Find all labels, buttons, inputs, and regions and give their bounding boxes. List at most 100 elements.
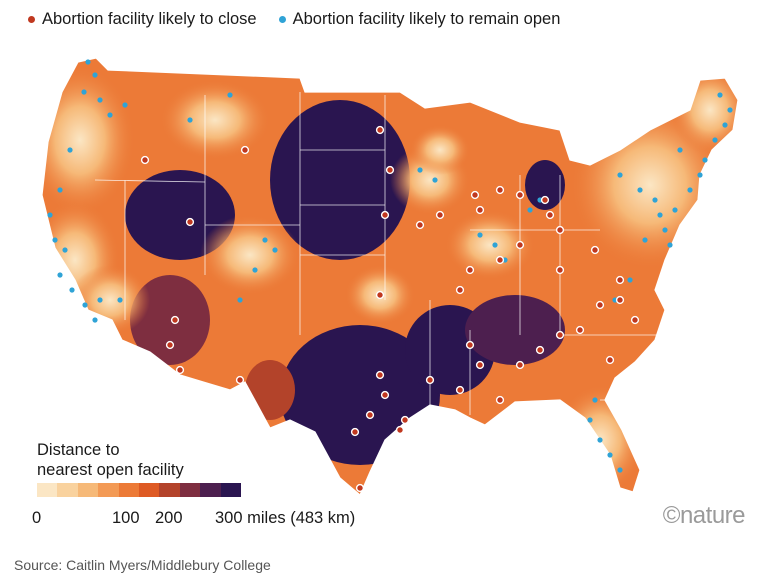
close-facility-marker [415, 220, 425, 230]
close-facility-marker [495, 185, 505, 195]
open-facility-marker [592, 397, 598, 403]
close-facility-marker [140, 155, 150, 165]
open-facility-marker [652, 197, 658, 203]
open-facility-marker [662, 227, 668, 233]
open-facility-marker [527, 207, 533, 213]
close-facility-marker [375, 125, 385, 135]
open-facility-marker [432, 177, 438, 183]
open-facility-marker [667, 242, 673, 248]
open-facility-marker [627, 277, 633, 283]
open-facility-marker [82, 302, 88, 308]
open-facility-marker [672, 207, 678, 213]
close-facility-marker [380, 390, 390, 400]
close-facility-marker [535, 345, 545, 355]
close-facility-marker [385, 165, 395, 175]
close-facility-marker [555, 265, 565, 275]
close-facility-marker [400, 415, 410, 425]
close-facility-marker [495, 255, 505, 265]
open-facility-marker [492, 242, 498, 248]
close-facility-marker [240, 145, 250, 155]
scale-title-line1: Distance to [37, 441, 120, 459]
open-facility-marker [47, 212, 53, 218]
close-facility-marker [515, 190, 525, 200]
scale-tick-0: 0 [32, 509, 42, 527]
nature-logo: ©nature [662, 502, 746, 529]
close-facility-marker [185, 217, 195, 227]
close-facility-marker [515, 360, 525, 370]
open-facility-marker [417, 167, 423, 173]
close-facility-marker [555, 330, 565, 340]
open-facility-marker [712, 137, 718, 143]
open-facility-marker [702, 157, 708, 163]
open-facility-marker [67, 147, 73, 153]
open-facility-marker [677, 147, 683, 153]
close-facility-marker [605, 355, 615, 365]
close-facility-marker [175, 365, 185, 375]
close-facility-marker [375, 290, 385, 300]
open-facility-marker [727, 107, 733, 113]
open-facility-marker [252, 267, 258, 273]
close-facility-marker [515, 240, 525, 250]
legend-close-label: Abortion facility likely to close [42, 10, 257, 28]
close-facility-marker [545, 210, 555, 220]
scale-tick-300: 300 miles (483 km) [215, 509, 356, 527]
open-facility-marker [587, 417, 593, 423]
state-borders [94, 92, 660, 415]
open-facility-marker [687, 187, 693, 193]
open-facility-marker [117, 297, 123, 303]
close-facility-marker [540, 195, 550, 205]
open-facility-marker [97, 297, 103, 303]
us-distance-map [41, 57, 739, 496]
open-facility-marker [107, 112, 113, 118]
open-facility-marker [697, 172, 703, 178]
close-facility-marker [470, 190, 480, 200]
close-facility-marker [170, 315, 180, 325]
open-facility-marker [262, 237, 268, 243]
open-facility-marker [62, 247, 68, 253]
legend-item-open: Abortion facility likely to remain open [278, 10, 561, 29]
scale-swatch-5 [138, 483, 160, 497]
open-facility-marker [92, 72, 98, 78]
open-facility-marker [637, 187, 643, 193]
open-facility-marker [617, 172, 623, 178]
close-facility-marker [465, 340, 475, 350]
open-facility-marker [57, 272, 63, 278]
close-facility-marker [575, 325, 585, 335]
scale-title: Distance to nearest open facility [37, 440, 184, 480]
open-facility-marker [597, 437, 603, 443]
close-facility-marker [395, 425, 405, 435]
open-facility-dot-icon [278, 16, 286, 23]
open-facility-marker [69, 287, 75, 293]
us-outline [41, 57, 739, 496]
open-facility-marker [57, 187, 63, 193]
scale-swatch-7 [179, 483, 201, 497]
close-facility-marker [455, 385, 465, 395]
close-facility-marker [235, 375, 245, 385]
close-facility-marker [595, 300, 605, 310]
open-facility-marker [722, 122, 728, 128]
distance-choropleth [42, 58, 738, 495]
open-facility-marker [92, 317, 98, 323]
close-facility-marker [590, 245, 600, 255]
scale-tick-labels: 0 100 200 300 miles (483 km) [20, 509, 380, 531]
close-facility-marker [355, 483, 365, 493]
open-facility-marker [81, 89, 87, 95]
open-facility-marker [657, 212, 663, 218]
close-facility-marker [365, 410, 375, 420]
open-facility-marker [187, 117, 193, 123]
close-facility-marker [630, 315, 640, 325]
legend-open-label: Abortion facility likely to remain open [292, 10, 561, 28]
close-facility-dot-icon [28, 16, 35, 23]
close-facility-marker [555, 225, 565, 235]
facility-legend: Abortion facility likely to close Aborti… [28, 10, 560, 29]
close-facility-marker [435, 210, 445, 220]
close-facility-marker [615, 275, 625, 285]
scale-swatch-9 [220, 483, 241, 497]
open-facility-marker [617, 467, 623, 473]
open-facility-marker [227, 92, 233, 98]
open-facility-marker [52, 237, 58, 243]
distance-color-scale [37, 483, 241, 497]
scale-swatch-1 [57, 483, 78, 497]
close-facility-marker [380, 210, 390, 220]
scale-tick-100: 100 [112, 509, 140, 527]
